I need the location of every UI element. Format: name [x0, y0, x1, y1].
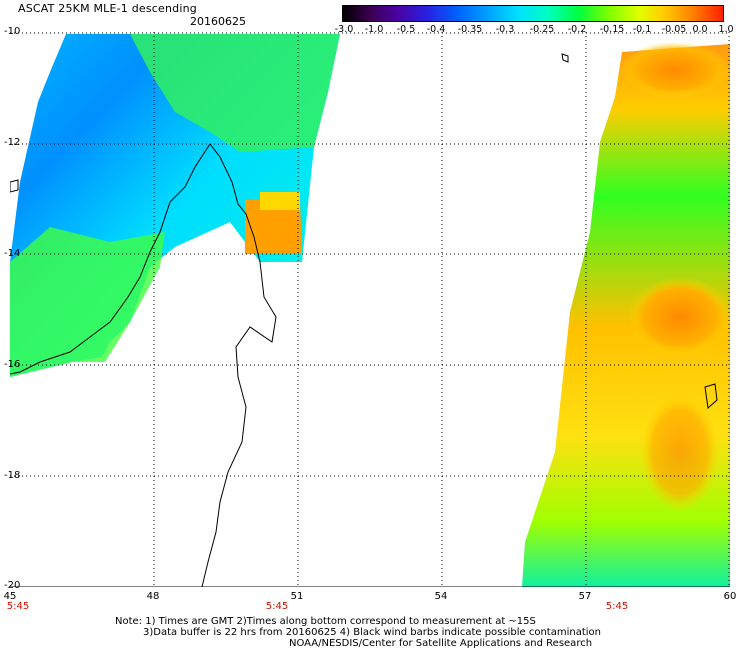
eastern-swath-orange-south [640, 392, 720, 512]
swath-map [10, 32, 730, 587]
map-date: 20160625 [190, 15, 246, 28]
colorbar-tick: -3.0 [334, 24, 354, 35]
footer-credit: NOAA/NESDIS/Center for Satellite Applica… [289, 638, 593, 649]
colorbar-tick: -0.3 [495, 24, 515, 35]
island-outline [704, 383, 718, 409]
island-outline [10, 179, 19, 193]
colorbar [342, 5, 724, 22]
coastline-madagascar-west [10, 143, 211, 375]
western-swath-green-south [10, 227, 165, 377]
colorbar-tick: -0.15 [599, 24, 625, 35]
lat-label: -12 [4, 137, 21, 148]
lat-label: -14 [4, 248, 21, 259]
lon-label: 60 [723, 591, 737, 602]
time-label: 5:45 [265, 601, 289, 612]
colorbar-tick: -0.25 [529, 24, 555, 35]
island-outline [561, 53, 569, 63]
lon-label: 57 [578, 591, 592, 602]
colorbar-tick: -0.35 [457, 24, 483, 35]
lat-label: -18 [4, 470, 21, 481]
lon-label: 54 [434, 591, 448, 602]
colorbar-tick: -0.1 [632, 24, 652, 35]
colorbar-tick: 0.0 [692, 24, 708, 35]
colorbar-tick: -1.0 [364, 24, 384, 35]
lon-label: 48 [146, 591, 160, 602]
western-swath-orange [245, 200, 302, 254]
footer-note-line1: Note: 1) Times are GMT 2)Times along bot… [115, 616, 536, 627]
western-swath-green [130, 34, 340, 152]
colorbar-tick: -0.05 [661, 24, 687, 35]
lon-label: 45 [3, 591, 17, 602]
graticule [10, 32, 730, 587]
lat-label: -16 [4, 359, 21, 370]
time-label: 5:45 [605, 601, 629, 612]
colorbar-tick: 1.0 [718, 24, 734, 35]
lon-label: 51 [290, 591, 304, 602]
colorbar-tick: -0.2 [567, 24, 587, 35]
lat-label: -20 [4, 580, 21, 591]
colorbar-ticks: -3.0 -1.0 -0.5 -0.4 -0.35 -0.3 -0.25 -0.… [330, 24, 740, 36]
footer-note-line2: 3)Data buffer is 22 hrs from 20160625 4)… [143, 627, 601, 638]
eastern-swath-orange-core [628, 277, 730, 357]
colorbar-tick: -0.4 [426, 24, 446, 35]
time-label: 5:45 [6, 601, 30, 612]
map-title: ASCAT 25KM MLE-1 descending [18, 2, 197, 15]
colorbar-tick: -0.5 [396, 24, 416, 35]
western-swath-yellow [260, 192, 300, 210]
coastline-africa [201, 143, 277, 587]
eastern-swath-orange-north [620, 42, 730, 98]
lat-label: -10 [4, 26, 21, 37]
